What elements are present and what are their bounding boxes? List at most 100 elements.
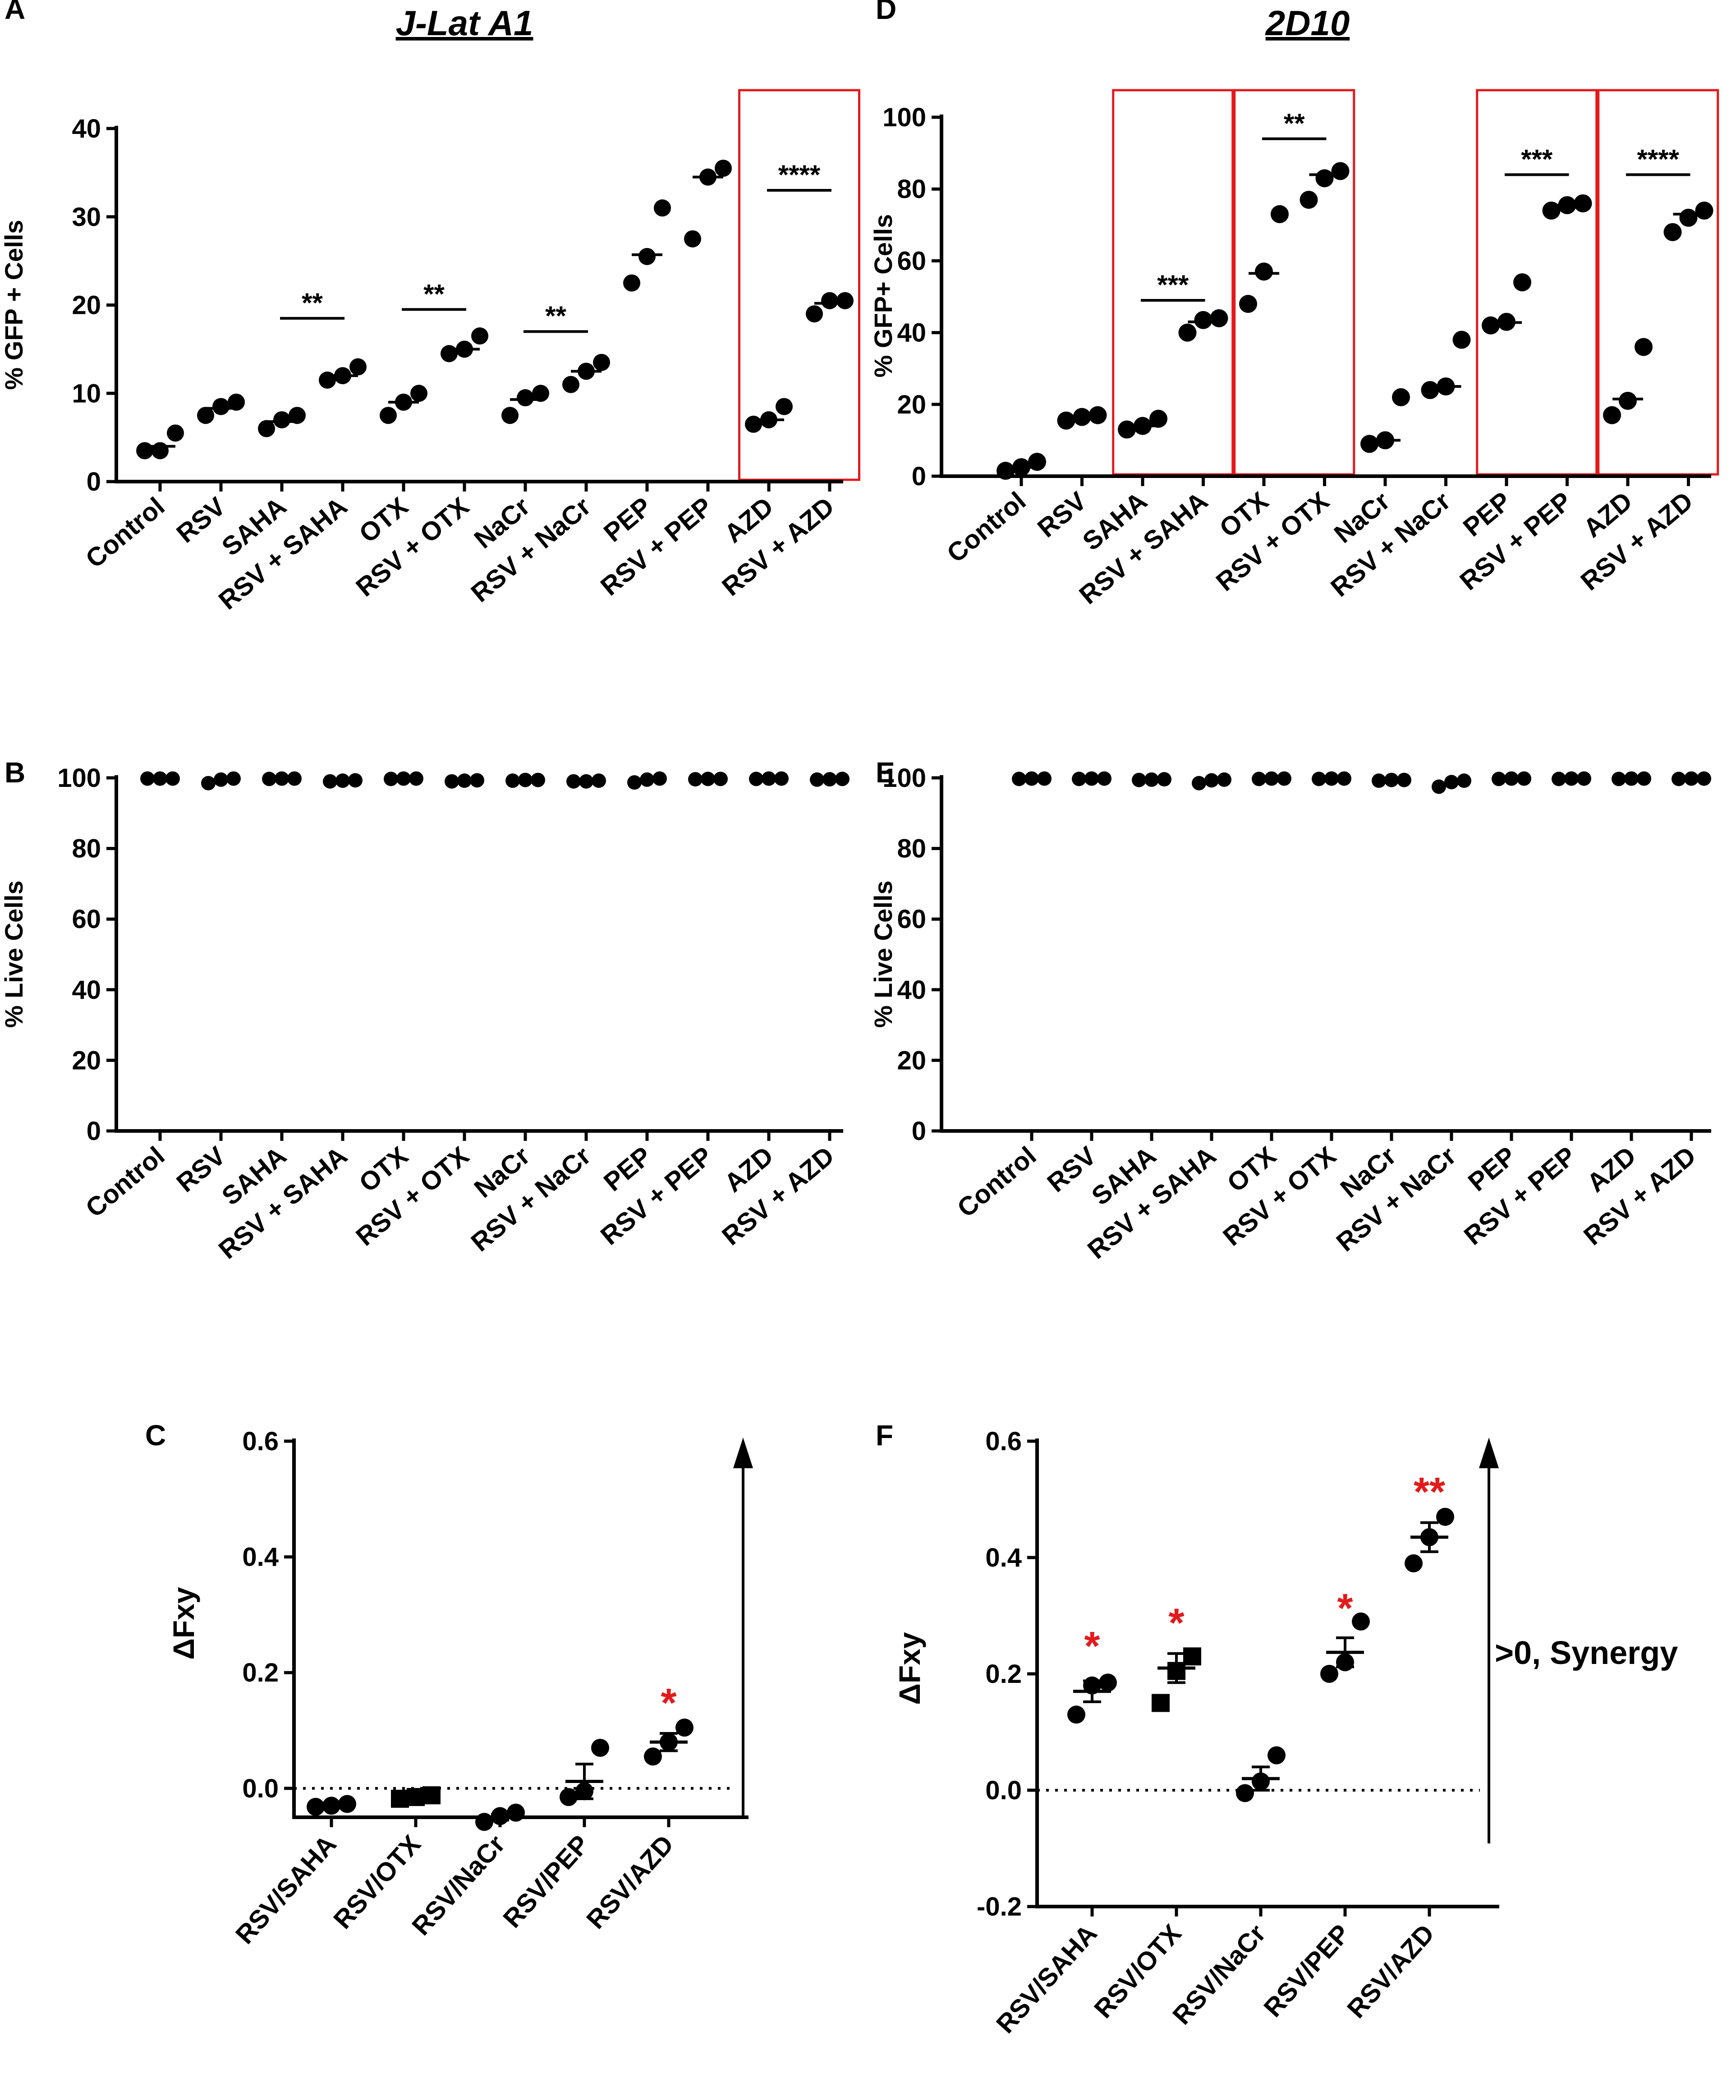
- data-point: [1252, 772, 1266, 786]
- data-point: [715, 160, 732, 177]
- data-point: [699, 168, 716, 186]
- y-axis-title: ΔFxy: [167, 1587, 200, 1659]
- y-axis-title: % Live Cells: [0, 881, 28, 1028]
- data-point: [1504, 771, 1519, 786]
- y-tick-label: 0: [87, 467, 101, 496]
- data-point: [562, 376, 579, 393]
- data-point: [501, 407, 519, 424]
- y-tick-label: 0.0: [985, 1776, 1022, 1805]
- data-point: [334, 367, 351, 385]
- x-category-label: RSV + PEP: [1454, 486, 1577, 596]
- panel-letter-c: C: [145, 1419, 166, 1452]
- data-point: [136, 442, 153, 460]
- y-axis-title: % GFP + Cells: [0, 220, 28, 390]
- y-tick-label: 0.4: [242, 1543, 279, 1572]
- y-tick-label: 100: [57, 763, 101, 793]
- x-category-label: RSV + OTX: [350, 492, 474, 602]
- y-tick-label: 80: [897, 175, 926, 204]
- y-tick-label: 60: [897, 905, 926, 934]
- x-category-label: RSV/SAHA: [991, 1919, 1103, 2039]
- title-2d10: 2D10: [1265, 3, 1350, 43]
- data-point: [1118, 420, 1136, 439]
- data-point: [1300, 191, 1318, 209]
- data-point: [1574, 194, 1592, 213]
- data-point: [997, 462, 1015, 480]
- highlight-box: [1233, 89, 1355, 476]
- data-point: [457, 773, 472, 788]
- data-point: [1252, 1772, 1270, 1791]
- y-tick-label: 20: [72, 1046, 101, 1075]
- data-point: [1084, 771, 1099, 786]
- data-point: [1236, 1784, 1254, 1802]
- data-point: [456, 340, 473, 358]
- data-point: [1271, 205, 1289, 223]
- y-tick-label: 0.4: [985, 1543, 1022, 1572]
- significance-asterisk: *: [661, 1681, 676, 1726]
- data-point: [1320, 1665, 1338, 1683]
- data-point: [1157, 772, 1171, 787]
- x-category-label: Control: [80, 492, 170, 574]
- significance-label: ****: [778, 160, 821, 190]
- x-category-label: Control: [80, 1141, 170, 1223]
- data-point: [1337, 771, 1351, 786]
- data-point: [1144, 772, 1159, 787]
- significance-label: ****: [1637, 144, 1680, 174]
- data-point: [532, 385, 549, 402]
- data-point: [153, 771, 167, 786]
- synergy-arrow-head: [1479, 1438, 1499, 1468]
- data-point: [1083, 1676, 1101, 1695]
- data-point: [1268, 1746, 1286, 1765]
- data-point: [214, 772, 228, 787]
- data-point: [1432, 779, 1446, 794]
- data-point: [410, 385, 427, 402]
- x-category-label: RSV + AZD: [1575, 486, 1698, 596]
- data-point: [1405, 1554, 1423, 1572]
- data-point: [806, 305, 823, 323]
- data-point: [1255, 262, 1273, 281]
- panel-f-synergy-2d10: F-0.20.00.20.40.6ΔFxyRSV/SAHARSV/OTXRSV/…: [876, 1419, 1499, 2039]
- y-tick-label: 100: [882, 763, 926, 793]
- data-point: [409, 771, 423, 786]
- data-point: [1037, 771, 1052, 786]
- y-tick-label: 20: [897, 390, 926, 419]
- panel-letter-b: B: [5, 756, 25, 789]
- data-point: [1436, 1507, 1454, 1526]
- data-point: [822, 772, 837, 787]
- data-point: [1178, 323, 1197, 342]
- data-point: [517, 389, 534, 407]
- y-tick-label: 0: [912, 462, 926, 491]
- y-tick-label: 40: [72, 975, 101, 1005]
- panel-letter-f: F: [876, 1419, 893, 1452]
- data-point: [579, 774, 593, 789]
- data-point: [1088, 406, 1107, 424]
- data-point: [592, 773, 606, 788]
- data-point: [1437, 377, 1455, 395]
- data-point: [1564, 771, 1579, 786]
- panel-letter-d: D: [876, 0, 896, 25]
- data-point: [1028, 453, 1046, 471]
- y-tick-label: 0: [87, 1117, 101, 1146]
- data-point-square: [407, 1788, 425, 1806]
- data-point-square: [1183, 1647, 1201, 1666]
- data-point: [1684, 771, 1699, 786]
- x-category-label: RSV + OTX: [350, 1141, 474, 1252]
- data-point: [835, 772, 850, 786]
- panel-letter-e: E: [876, 756, 895, 789]
- data-point: [273, 411, 290, 428]
- data-point: [640, 772, 654, 787]
- significance-asterisk: *: [1168, 1600, 1184, 1645]
- significance-label: **: [1284, 108, 1305, 138]
- y-tick-label: 80: [897, 834, 926, 864]
- y-tick-label: 0: [912, 1117, 926, 1146]
- data-point: [471, 327, 488, 345]
- y-tick-label: 0.2: [985, 1659, 1022, 1689]
- data-point: [319, 371, 336, 389]
- data-point: [1315, 169, 1334, 188]
- y-tick-label: -0.2: [977, 1892, 1022, 1921]
- data-point: [1372, 773, 1386, 788]
- data-point: [258, 420, 275, 437]
- data-point: [1497, 312, 1516, 331]
- data-point: [201, 776, 216, 790]
